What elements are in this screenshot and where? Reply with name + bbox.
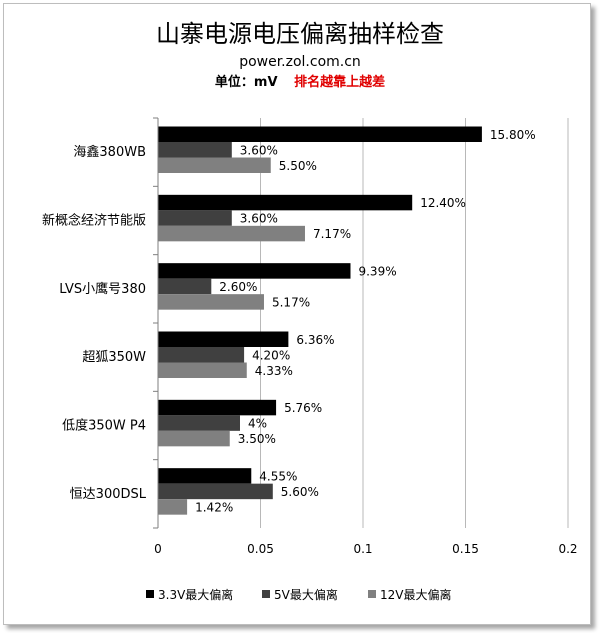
data-label: 5.76% — [284, 401, 322, 415]
data-label: 9.39% — [358, 264, 396, 278]
bar — [158, 483, 273, 500]
category-label: 恒达300DSL — [70, 487, 147, 502]
data-label: 3.60% — [240, 212, 278, 226]
data-label: 4.33% — [255, 364, 293, 378]
legend-label: 12V最大偏离 — [380, 587, 451, 602]
category-label: 海鑫380WB — [73, 144, 146, 160]
legend-label: 5V最大偏离 — [274, 587, 338, 602]
legend: 3.3V最大偏离 5V最大偏离 12V最大偏离 — [146, 587, 451, 602]
data-label: 4.20% — [252, 348, 290, 362]
bar — [158, 430, 230, 447]
bar — [158, 225, 305, 242]
bar — [158, 194, 413, 211]
bar — [158, 399, 277, 416]
chart-title: 山寨电源电压偏离抽样检查 — [156, 20, 444, 48]
category-label: 超狐350W — [82, 350, 146, 365]
grid-layer — [260, 118, 569, 528]
bar — [158, 278, 212, 295]
bar — [158, 126, 482, 142]
legend-swatch — [368, 590, 376, 598]
data-label: 6.36% — [296, 333, 334, 347]
data-label: 15.80% — [490, 128, 536, 142]
unit-line: 单位：mV 排名越靠上越差 — [215, 74, 385, 90]
data-label: 3.60% — [240, 143, 278, 157]
data-label: 3.50% — [238, 432, 276, 446]
legend-label: 3.3V最大偏离 — [158, 587, 233, 602]
x-tick-label: 0.1 — [353, 542, 372, 556]
data-label: 5.60% — [281, 485, 319, 499]
category-label: 新概念经济节能版 — [42, 213, 146, 229]
x-tick-label: 0.2 — [558, 542, 577, 556]
bar — [158, 210, 232, 226]
data-label: 5.17% — [272, 295, 310, 309]
unit-label: 单位：mV — [215, 74, 278, 90]
data-label: 7.17% — [313, 227, 351, 241]
data-label: 5.50% — [279, 159, 317, 173]
chart-frame — [3, 3, 591, 625]
x-tick-label: 0.05 — [247, 542, 274, 556]
bar — [158, 468, 252, 484]
category-label: 低度350W P4 — [62, 418, 146, 434]
x-tick-label: 0 — [154, 542, 162, 556]
axis-layer: 0 0.05 0.1 0.15 0.2 海鑫380WB 新概念经济节能版 LVS小鹰号380 超… — [42, 117, 578, 556]
bar — [158, 142, 232, 158]
data-label: 1.42% — [195, 500, 233, 514]
data-label: 12.40% — [420, 196, 466, 210]
labels-layer: 15.80%3.60%5.50%12.40%3.60%7.17%9.39%2.6… — [195, 128, 536, 515]
chart-subtitle: power.zol.com.cn — [239, 54, 361, 70]
data-label: 2.60% — [219, 280, 257, 294]
legend-swatch — [262, 590, 270, 598]
x-tick-label: 0.15 — [452, 542, 479, 556]
bar — [158, 362, 247, 378]
data-label: 4.55% — [259, 469, 297, 483]
bar — [158, 415, 240, 431]
bar — [158, 157, 271, 173]
bar — [158, 331, 289, 347]
bar — [158, 499, 188, 515]
legend-swatch — [146, 590, 154, 598]
rank-note: 排名越靠上越差 — [294, 74, 385, 90]
bars-layer — [158, 126, 482, 515]
category-label: LVS小鹰号380 — [59, 281, 146, 297]
data-label: 4% — [248, 417, 267, 431]
bar — [158, 347, 245, 363]
bar — [158, 294, 264, 310]
bar — [158, 263, 351, 279]
